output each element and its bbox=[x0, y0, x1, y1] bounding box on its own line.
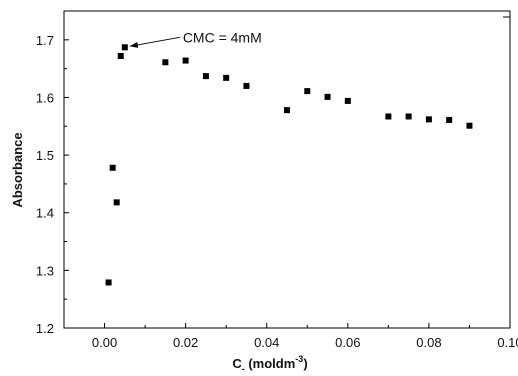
data-point bbox=[162, 59, 169, 66]
y-axis-ticks: 1.2 1.3 1.4 1.5 1.6 1.7 bbox=[36, 33, 69, 336]
y-tick-label: 1.5 bbox=[36, 148, 54, 163]
x-tick-label: 0.08 bbox=[416, 335, 441, 350]
data-point bbox=[202, 73, 209, 80]
data-point bbox=[109, 164, 116, 171]
data-point bbox=[284, 107, 290, 114]
x-axis-title-main: C bbox=[232, 356, 242, 371]
data-point bbox=[324, 93, 331, 100]
y-tick-label: 1.3 bbox=[36, 263, 54, 278]
plot-frame bbox=[63, 10, 511, 329]
data-point bbox=[105, 279, 112, 286]
x-tick-label: 0.10 bbox=[497, 335, 518, 350]
data-point bbox=[425, 116, 432, 123]
x-axis-title-sub: - bbox=[242, 364, 245, 374]
x-tick-label: 0.00 bbox=[92, 335, 117, 350]
data-point bbox=[466, 122, 473, 129]
x-tick-label: 0.06 bbox=[335, 335, 360, 350]
x-axis-title-unit: (moldm bbox=[245, 356, 296, 371]
annotation-arrowhead bbox=[129, 41, 139, 48]
data-point bbox=[223, 74, 230, 81]
x-axis-title-close: ) bbox=[303, 356, 307, 371]
x-axis-title-sup: -3 bbox=[295, 354, 303, 364]
y-tick-label: 1.6 bbox=[36, 90, 54, 105]
y-axis-title: Absorbance bbox=[10, 132, 25, 207]
y-tick-label: 1.4 bbox=[36, 206, 54, 221]
data-point bbox=[304, 88, 311, 95]
x-tick-label: 0.02 bbox=[173, 335, 198, 350]
data-point bbox=[117, 52, 124, 59]
annotations: CMC = 4mM bbox=[129, 29, 262, 48]
x-axis-title: C- (moldm-3) bbox=[232, 354, 307, 374]
data-point bbox=[182, 57, 189, 64]
data-point bbox=[446, 116, 453, 123]
data-points bbox=[105, 44, 473, 286]
data-point bbox=[385, 113, 392, 120]
annotation-arrow bbox=[129, 36, 180, 47]
data-point bbox=[113, 199, 120, 206]
x-axis-ticks: 0.00 0.02 0.04 0.06 0.08 0.10 bbox=[92, 323, 518, 350]
data-point bbox=[344, 97, 351, 104]
x-tick-label: 0.04 bbox=[254, 335, 279, 350]
data-point bbox=[405, 113, 412, 120]
y-tick-label: 1.2 bbox=[36, 321, 54, 336]
data-point bbox=[243, 82, 250, 89]
y-tick-label: 1.7 bbox=[36, 33, 54, 48]
data-point bbox=[121, 44, 128, 51]
annotation-label: CMC = 4mM bbox=[183, 29, 262, 45]
